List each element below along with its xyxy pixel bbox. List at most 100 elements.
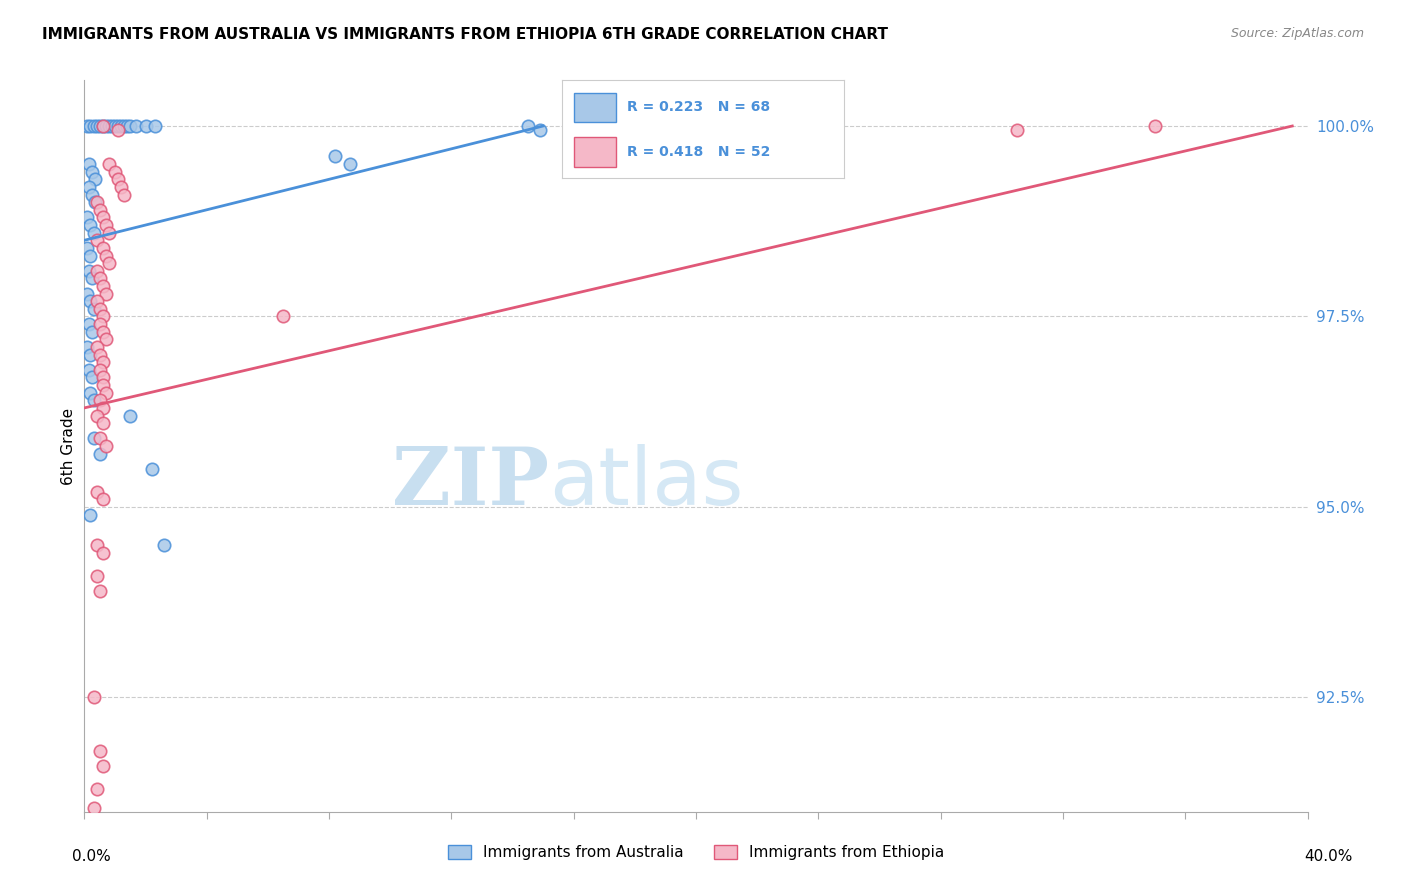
Point [97, 119, 120, 133]
Point [107, 172, 129, 186]
Point [89, 119, 111, 133]
Point [89, 393, 111, 408]
Point [97, 157, 120, 171]
Point [271, 310, 294, 324]
Point [79, 347, 101, 361]
Point [1005, 123, 1028, 137]
Text: 40.0%: 40.0% [1305, 849, 1353, 863]
Point [79, 385, 101, 400]
Point [89, 583, 111, 598]
Point [125, 119, 148, 133]
Point [77, 264, 100, 278]
Point [86, 233, 108, 247]
Point [135, 119, 157, 133]
Point [79, 218, 101, 232]
Point [110, 119, 132, 133]
Point [86, 119, 108, 133]
Point [141, 462, 163, 476]
Text: atlas: atlas [550, 443, 744, 522]
Point [83, 393, 105, 408]
Point [86, 781, 108, 796]
Point [97, 226, 120, 240]
Point [79, 508, 101, 522]
Point [94, 332, 117, 346]
Point [91, 370, 114, 384]
Point [80, 325, 103, 339]
Text: 0.0%: 0.0% [72, 849, 111, 863]
Point [91, 119, 114, 133]
Point [91, 355, 114, 369]
Point [83, 801, 105, 815]
Point [104, 164, 127, 178]
Point [89, 317, 111, 331]
Point [94, 385, 117, 400]
Point [120, 119, 142, 133]
Point [80, 271, 103, 285]
Legend: Immigrants from Australia, Immigrants from Ethiopia: Immigrants from Australia, Immigrants fr… [441, 839, 950, 866]
Point [89, 271, 111, 285]
Point [83, 301, 105, 316]
Point [91, 759, 114, 773]
Point [80, 370, 103, 384]
Point [86, 409, 108, 423]
Point [84, 195, 107, 210]
Point [143, 119, 166, 133]
Point [77, 317, 100, 331]
Point [94, 218, 117, 232]
Point [112, 119, 135, 133]
Point [107, 123, 129, 137]
Point [107, 119, 129, 133]
Point [91, 241, 114, 255]
Point [86, 264, 108, 278]
Point [79, 119, 101, 133]
Point [83, 431, 105, 445]
Point [91, 401, 114, 415]
Text: IMMIGRANTS FROM AUSTRALIA VS IMMIGRANTS FROM ETHIOPIA 6TH GRADE CORRELATION CHAR: IMMIGRANTS FROM AUSTRALIA VS IMMIGRANTS … [42, 27, 889, 42]
Point [91, 546, 114, 560]
Point [91, 416, 114, 430]
Point [91, 279, 114, 293]
Point [94, 286, 117, 301]
Point [516, 119, 538, 133]
Point [89, 202, 111, 217]
Point [86, 538, 108, 552]
Text: ZIP: ZIP [392, 443, 550, 522]
Point [80, 187, 103, 202]
Text: R = 0.418   N = 52: R = 0.418 N = 52 [627, 145, 770, 159]
Point [77, 363, 100, 377]
Point [91, 310, 114, 324]
Point [104, 119, 127, 133]
Point [86, 294, 108, 309]
Point [89, 744, 111, 758]
FancyBboxPatch shape [574, 137, 616, 167]
Point [323, 149, 346, 163]
Point [83, 226, 105, 240]
Point [97, 256, 120, 270]
Point [110, 180, 132, 194]
Point [86, 568, 108, 582]
Point [529, 123, 551, 137]
Point [76, 340, 98, 354]
Point [339, 157, 361, 171]
Point [120, 409, 142, 423]
Point [86, 484, 108, 499]
Point [84, 172, 107, 186]
Point [76, 241, 98, 255]
Point [89, 431, 111, 445]
Point [77, 180, 100, 194]
Point [115, 119, 138, 133]
Text: R = 0.223   N = 68: R = 0.223 N = 68 [627, 100, 770, 114]
Point [83, 119, 105, 133]
Point [76, 211, 98, 225]
Point [86, 340, 108, 354]
Point [94, 248, 117, 262]
Point [86, 195, 108, 210]
Point [94, 439, 117, 453]
Point [153, 538, 176, 552]
FancyBboxPatch shape [574, 93, 616, 122]
Y-axis label: 6th Grade: 6th Grade [60, 408, 76, 484]
Point [112, 187, 135, 202]
Point [83, 690, 105, 705]
Point [89, 363, 111, 377]
Point [79, 248, 101, 262]
